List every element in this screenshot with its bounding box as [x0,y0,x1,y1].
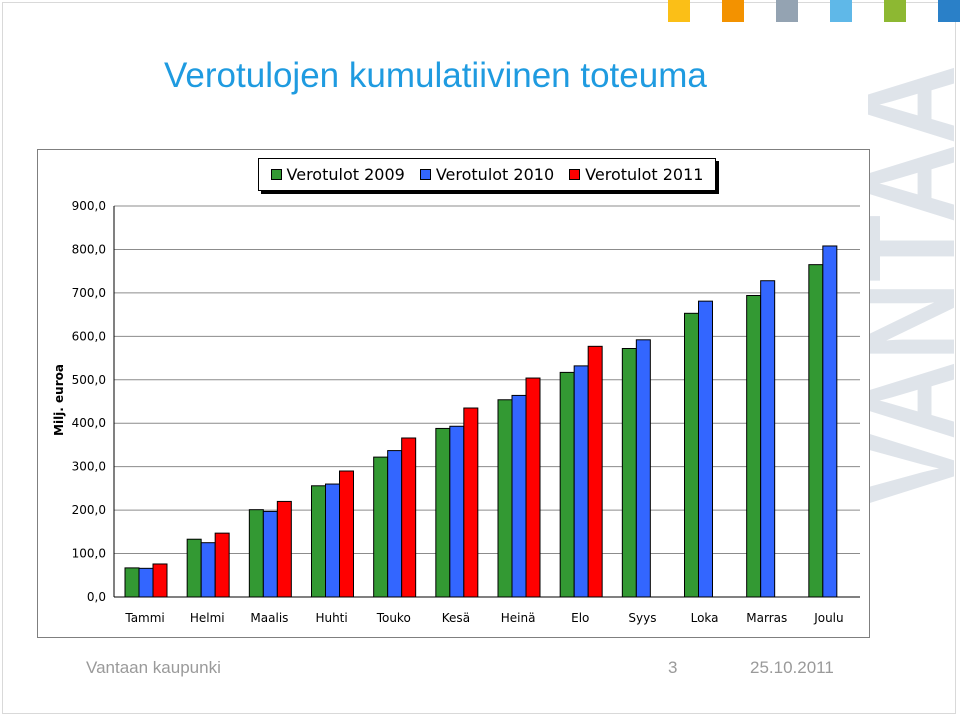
chart-legend: Verotulot 2009 Verotulot 2010 Verotulot … [258,158,716,191]
y-tick-label: 800,0 [72,242,106,256]
x-tick-label: Marras [746,611,787,625]
bar [373,456,389,598]
legend-item: Verotulot 2009 [270,165,405,184]
bar [339,470,354,598]
bar [684,312,699,598]
bar [435,427,451,598]
bar [497,399,513,598]
legend-label: Verotulot 2010 [435,165,555,184]
bar [138,567,154,598]
bar [808,264,824,598]
bar [325,483,340,598]
bar [276,500,292,598]
legend-item: Verotulot 2011 [569,165,703,184]
bar [186,538,202,598]
bar [463,407,479,598]
x-tick-label: Loka [691,611,719,625]
header-square [776,0,798,22]
footer-page-number: 3 [668,658,678,677]
y-tick-label: 0,0 [87,590,106,604]
header-color-squares [0,0,960,24]
bar [511,394,527,598]
bar [621,347,637,598]
watermark-text: VANTAA [868,65,960,505]
x-tick-label: Heinä [501,611,536,625]
bar [200,542,216,598]
legend-swatch [270,169,282,180]
bar [152,563,168,598]
bar [124,567,140,598]
bar [698,300,713,598]
legend-label: Verotulot 2009 [286,165,405,184]
y-tick-label: 600,0 [72,329,106,343]
footer-date: 25.10.2011 [750,658,834,677]
y-tick-label: 900,0 [72,199,106,213]
y-tick-label: 100,0 [72,547,106,561]
bar [262,510,278,598]
x-tick-label: Tammi [124,611,164,625]
slide-title: Verotulojen kumulatiivinen toteuma [164,56,707,95]
bar [822,245,838,598]
header-square [830,0,852,22]
bar [760,280,776,598]
header-square [884,0,906,22]
bar [248,509,264,598]
x-tick-label: Kesä [442,611,470,625]
x-tick-label: Helmi [190,611,225,625]
header-square [722,0,744,22]
bar [525,377,541,598]
y-tick-label: 200,0 [72,503,106,517]
x-tick-label: Syys [628,611,656,625]
legend-swatch [569,169,581,180]
y-axis-title: Milj. euroa [52,364,66,436]
bar [387,450,403,598]
bar [401,437,417,598]
y-tick-label: 300,0 [72,460,106,474]
bar [635,339,651,598]
y-tick-label: 400,0 [72,416,106,430]
bar [559,371,575,598]
x-tick-label: Touko [376,611,411,625]
x-tick-label: Maalis [250,611,288,625]
y-tick-label: 700,0 [72,286,106,300]
footer-organization: Vantaan kaupunki [86,658,221,677]
y-tick-label: 500,0 [72,373,106,387]
x-tick-label: Joulu [813,611,843,625]
bar [214,532,230,598]
bar [573,365,589,598]
x-tick-label: Huhti [315,611,347,625]
bar [746,294,762,598]
header-square [938,0,960,22]
legend-item: Verotulot 2010 [419,165,555,184]
bar [449,425,465,598]
legend-label: Verotulot 2011 [585,165,704,184]
bar [311,485,326,598]
x-tick-label: Elo [571,611,589,625]
header-square [668,0,690,22]
bar [587,345,603,598]
legend-swatch [419,169,431,180]
vantaa-watermark-logo: VANTAA [868,65,960,505]
